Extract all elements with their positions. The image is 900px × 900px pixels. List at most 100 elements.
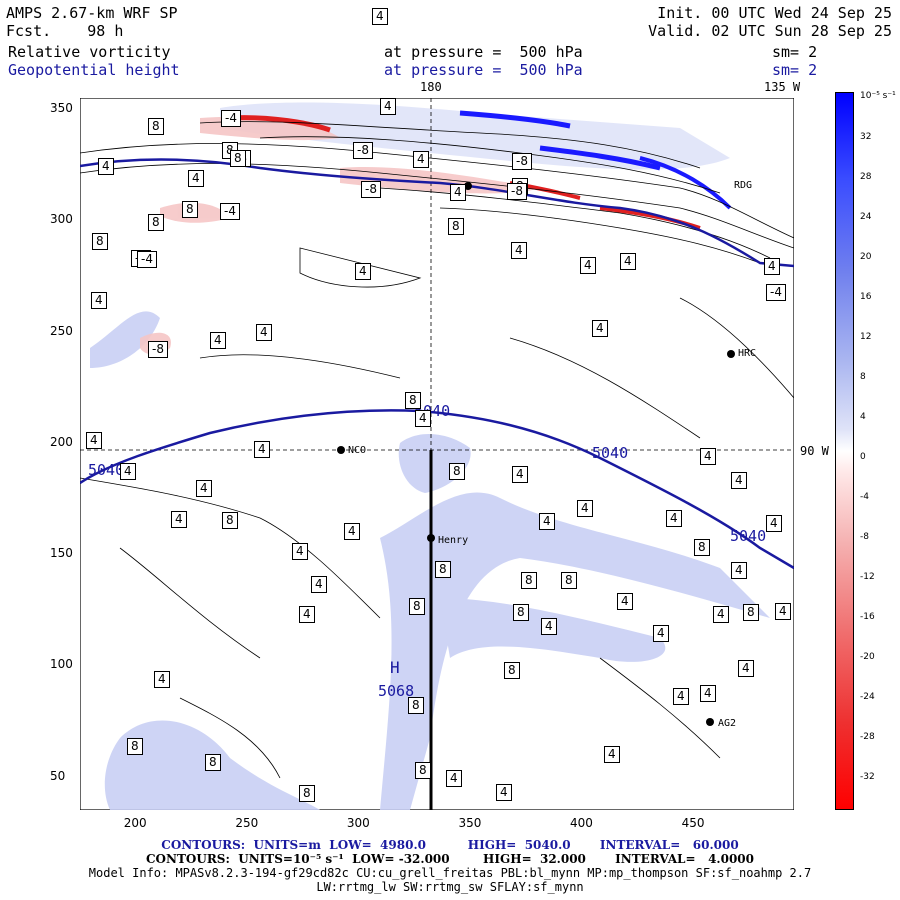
vorticity-label-box: -8 (353, 142, 373, 159)
station-nco: NCO (348, 445, 367, 456)
field1-name: Relative vorticity (8, 43, 171, 61)
vorticity-label-box: 4 (311, 576, 327, 593)
vorticity-label-box: 4 (299, 606, 315, 623)
colorbar-tick-label: -4 (860, 492, 869, 502)
vorticity-label-box: 8 (182, 201, 198, 218)
colorbar-tick-label: -20 (860, 652, 875, 662)
vorticity-label-box: 8 (148, 118, 164, 135)
vorticity-label-box: 4 (653, 625, 669, 642)
colorbar-tick-label: 24 (860, 212, 872, 222)
vorticity-label-box: 8 (561, 572, 577, 589)
colorbar-tick-label: -28 (860, 732, 875, 742)
station-dot (727, 350, 735, 358)
vorticity-label-box: 8 (409, 598, 425, 615)
vorticity-label-box: 8 (148, 214, 164, 231)
lon-180-label: 180 (420, 80, 442, 94)
vorticity-label-box: 4 (188, 170, 204, 187)
y-tick-label: 50 (50, 768, 66, 783)
height-label-3: 5040 (88, 461, 125, 479)
vorticity-contours (80, 121, 794, 779)
vorticity-label-box: 4 (254, 441, 270, 458)
vorticity-label-box: 8 (743, 604, 759, 621)
field1-level: at pressure = 500 hPa (384, 43, 583, 61)
lon-90w-label: 90 W (800, 444, 829, 458)
colorbar-tick-label: 20 (860, 252, 872, 262)
station-hrc: HRC (738, 348, 757, 359)
vorticity-label-box: 8 (408, 697, 424, 714)
vorticity-label-box: 4 (372, 8, 388, 25)
field2-level: at pressure = 500 hPa (384, 61, 583, 79)
vorticity-label-box: 8 (230, 150, 246, 167)
init-time: Init. 00 UTC Wed 24 Sep 25 (657, 4, 892, 22)
model-title: AMPS 2.67-km WRF SP (6, 4, 178, 22)
colorbar-tick-label: -16 (860, 612, 875, 622)
station-markers (337, 182, 735, 726)
vorticity-label-box: 4 (604, 746, 620, 763)
y-tick-label: 100 (50, 657, 73, 672)
vorticity-label-box: 4 (496, 784, 512, 801)
x-tick-label: 250 (235, 816, 259, 830)
colorbar-tick-label: -8 (860, 532, 869, 542)
vorticity-label-box: -4 (220, 203, 240, 220)
vorticity-label-box: 8 (448, 218, 464, 235)
vorticity-label-box: -4 (221, 110, 241, 127)
valid-time: Valid. 02 UTC Sun 28 Sep 25 (648, 22, 892, 40)
vorticity-label-box: 4 (617, 593, 633, 610)
station-dot (464, 182, 472, 190)
vorticity-label-box: 4 (355, 263, 371, 280)
vorticity-label-box: 4 (764, 258, 780, 275)
vorticity-label-box: -8 (507, 183, 527, 200)
vorticity-label-box: -8 (361, 181, 381, 198)
field2-name: Geopotential height (8, 61, 180, 79)
y-tick-label: 250 (50, 323, 73, 338)
vorticity-label-box: 4 (512, 466, 528, 483)
vorticity-label-box: 4 (700, 685, 716, 702)
y-tick-label: 350 (50, 101, 73, 116)
vorticity-label-box: -8 (148, 341, 168, 358)
vorticity-label-box: 4 (210, 332, 226, 349)
vorticity-label-box: 8 (449, 463, 465, 480)
vorticity-label-box: 8 (521, 572, 537, 589)
vorticity-label-box: 4 (120, 463, 136, 480)
x-tick-label: 200 (123, 816, 147, 830)
lon-135w-label: 135 W (764, 80, 801, 94)
vorticity-label-box: 8 (435, 561, 451, 578)
y-tick-label: 300 (50, 212, 73, 227)
footer-physics-info: LW:rrtmg_lw SW:rrtmg_sw SFLAY:sf_mynn (316, 880, 584, 894)
colorbar-tick-label: -32 (860, 772, 875, 782)
vorticity-label-box: 8 (205, 754, 221, 771)
station-rdg: RDG (734, 180, 753, 191)
height-label-2: 5040 (592, 444, 629, 462)
field1-smoothing: sm= 2 (772, 43, 818, 61)
vorticity-label-box: 4 (380, 98, 396, 115)
vorticity-label-box: 4 (541, 618, 557, 635)
y-tick-label: 200 (50, 434, 73, 449)
footer-model-info: Model Info: MPASv8.2.3-194-gf29cd82c CU:… (88, 866, 812, 880)
station-dot (337, 446, 345, 454)
vorticity-label-box: 4 (766, 515, 782, 532)
vorticity-label-box: 4 (196, 480, 212, 497)
vorticity-label-box: 4 (731, 472, 747, 489)
vorticity-label-box: -8 (512, 153, 532, 170)
station-dot (706, 718, 714, 726)
colorbar-tick-label: -24 (860, 692, 875, 702)
vorticity-label-box: 4 (577, 500, 593, 517)
vorticity-label-box: 8 (92, 233, 108, 250)
colorbar-tick-label: -12 (860, 572, 875, 582)
x-tick-label: 400 (570, 816, 593, 830)
vorticity-label-box: 8 (405, 392, 421, 409)
vorticity-label-box: 4 (539, 513, 555, 530)
colorbar-unit: 10⁻⁵ s⁻¹ (860, 91, 896, 101)
vorticity-label-box: 4 (98, 158, 114, 175)
vorticity-label-box: 4 (731, 562, 747, 579)
colorbar-tick-label: 12 (860, 332, 872, 342)
vorticity-label-box: 4 (666, 510, 682, 527)
vorticity-label-box: 8 (299, 785, 315, 802)
vorticity-label-box: 4 (256, 324, 272, 341)
vorticity-label-box: 8 (694, 539, 710, 556)
station-henry: Henry (438, 535, 469, 546)
vorticity-label-box: -4 (137, 251, 157, 268)
vorticity-label-box: 4 (713, 606, 729, 623)
map-panel (80, 98, 794, 810)
